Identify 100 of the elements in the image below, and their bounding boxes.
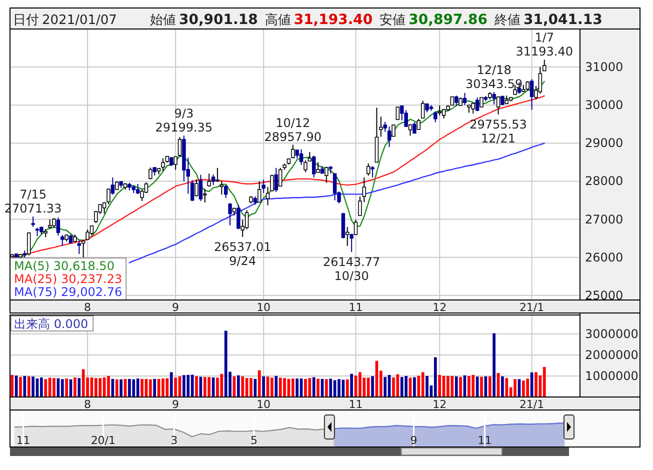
text: 30,901.18: [179, 12, 258, 28]
y-tick-label: 29000: [585, 136, 624, 150]
y-tick-label: 26000: [585, 250, 624, 264]
bar: [446, 376, 450, 397]
bar: [107, 376, 110, 397]
candlestick: [496, 96, 500, 115]
candlestick: [194, 178, 198, 197]
bar: [186, 374, 190, 397]
series-label: MA(75) 29,002.76: [14, 285, 122, 299]
bar: [480, 376, 483, 397]
bar: [220, 374, 224, 397]
candlestick: [526, 80, 530, 92]
bar: [10, 374, 14, 397]
candlestick: [492, 92, 496, 105]
text: 始値: [150, 13, 176, 28]
bar: [283, 378, 286, 397]
bar: [501, 376, 504, 397]
bar: [505, 378, 508, 397]
bar: [346, 379, 349, 397]
candlestick: [262, 179, 266, 194]
y-tick-label: 3000000: [585, 326, 638, 341]
bar: [162, 378, 164, 397]
bar: [338, 379, 340, 397]
x-tick-label: 8: [84, 398, 92, 411]
candlestick: [542, 59, 546, 72]
bar: [27, 376, 30, 397]
candlestick: [354, 219, 358, 236]
y-tick-label: 25000: [585, 288, 624, 302]
bar: [526, 378, 530, 397]
bar: [203, 377, 206, 397]
text: 31,193.40: [294, 12, 373, 28]
annotation: 12/18 30343.59: [465, 63, 523, 92]
x-tick-label: 21/1: [519, 301, 544, 314]
candlestick: [203, 188, 207, 204]
annotation: 1/7 31193.40: [516, 30, 574, 59]
bar: [40, 377, 43, 397]
bar: [454, 376, 458, 397]
bar: [472, 374, 475, 397]
text: 31,041.13: [523, 12, 602, 28]
annotation: 26143.77 10/30: [322, 254, 380, 283]
bar: [404, 376, 408, 397]
x-tick-label: 9: [410, 434, 418, 447]
bar: [140, 378, 144, 397]
bar: [195, 376, 198, 397]
bar: [534, 372, 538, 397]
candlestick: [475, 97, 480, 112]
bar: [32, 376, 34, 397]
bar: [262, 376, 265, 397]
bar: [350, 374, 354, 397]
bar: [224, 330, 228, 397]
annotation: 29755.53 12/21: [470, 117, 527, 146]
candlestick: [228, 202, 232, 226]
candlestick: [56, 216, 60, 236]
x-tick-label: 11: [348, 398, 363, 411]
candlestick: [462, 92, 467, 106]
candlestick: [52, 218, 56, 228]
x-tick-label: 9: [172, 398, 180, 411]
text: 安値: [380, 12, 406, 28]
y-tick-label: 1000000: [585, 368, 638, 383]
bar: [488, 376, 492, 397]
bar: [44, 379, 48, 397]
candlestick: [346, 226, 350, 246]
candlestick: [538, 66, 542, 94]
bar: [325, 379, 328, 397]
candlestick: [408, 124, 412, 136]
candlestick: [77, 240, 82, 254]
candlestick: [144, 182, 148, 194]
candlestick: [312, 155, 316, 178]
bar: [316, 378, 320, 397]
bar: [166, 378, 169, 397]
candlestick: [480, 97, 484, 108]
bar: [153, 378, 156, 397]
annotation: 9/3 29199.35: [155, 106, 213, 135]
candlestick: [366, 162, 370, 176]
bar: [329, 378, 332, 397]
candlestick: [308, 151, 312, 162]
candlestick: [412, 122, 416, 134]
text: 高値: [264, 12, 291, 28]
bar: [60, 379, 64, 397]
candlestick: [220, 180, 224, 196]
text: 2021/01/07: [42, 13, 117, 28]
bar: [94, 378, 98, 397]
bar: [304, 378, 307, 397]
y-tick-label: 28000: [585, 174, 624, 188]
bar: [19, 377, 22, 397]
bar: [296, 378, 299, 397]
candlestick: [434, 110, 438, 123]
text: 30,897.86: [408, 12, 488, 28]
bar: [450, 376, 454, 397]
candlestick: [383, 121, 387, 132]
bar: [278, 378, 282, 397]
bar: [366, 378, 370, 397]
bar: [23, 376, 26, 397]
candlestick: [190, 180, 194, 202]
bar: [312, 377, 316, 397]
candlestick: [316, 162, 320, 173]
y-tick-label: 27000: [585, 212, 624, 226]
bar: [438, 374, 442, 397]
series-label: MA(25) 30,237.23: [14, 272, 122, 286]
bar: [136, 378, 140, 397]
